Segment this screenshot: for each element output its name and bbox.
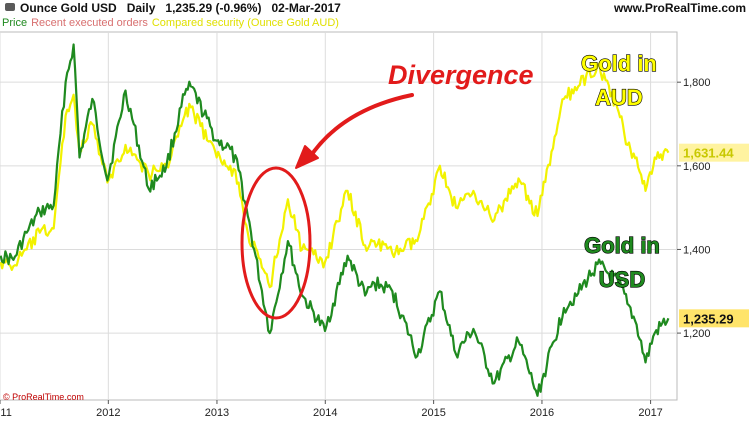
site-url[interactable]: www.ProRealTime.com	[613, 1, 746, 15]
last-value-usd-bg	[679, 309, 749, 328]
gold-aud-label-line2: AUD	[595, 85, 643, 110]
copyright: © ProRealTime.com	[3, 392, 84, 402]
x-tick-label: 2013	[205, 407, 229, 419]
divergence-arrow	[306, 93, 414, 162]
series-layer	[0, 43, 670, 397]
x-tick-label: 2015	[421, 407, 445, 419]
x-tick-label: 2016	[530, 407, 554, 419]
x-tick-label: 2014	[313, 407, 337, 419]
grid-layer	[0, 31, 678, 401]
instrument-name: Ounce Gold USD	[20, 1, 117, 15]
series-line-usd	[0, 43, 670, 397]
date-label: 02-Mar-2017	[271, 1, 341, 15]
legend-compared[interactable]: Compared security (Ounce Gold AUD)	[151, 17, 339, 29]
divergence-label: Divergence	[388, 60, 534, 90]
period-label: Daily	[126, 1, 156, 15]
chart-title: Ounce Gold USD Daily 1,235.29 (-0.96%) 0…	[20, 1, 341, 15]
chart-header: Ounce Gold USD Daily 1,235.29 (-0.96%) 0…	[0, 0, 750, 17]
y-tick-label: 1,200	[683, 328, 711, 340]
legend: Price Recent executed orders Compared secu…	[0, 17, 343, 31]
divergence-arrowhead	[295, 145, 319, 169]
annotation-layer: Divergence Gold in AUD Gold in USD	[240, 50, 660, 320]
last-value-aud-bg	[679, 143, 749, 162]
gold-usd-label-line2: USD	[599, 267, 645, 292]
legend-orders[interactable]: Recent executed orders	[31, 17, 148, 29]
series-line-aud	[0, 62, 670, 289]
y-tick-label: 1,400	[683, 244, 711, 256]
x-tick-label: 2017	[638, 407, 662, 419]
x-tick-label: 2011	[0, 407, 12, 419]
last-price: 1,235.29 (-0.96%)	[165, 1, 262, 15]
y-tick-label: 1,800	[683, 77, 711, 89]
last-value-usd: 1,235.29	[683, 311, 734, 326]
last-value-aud: 1,631.44	[683, 146, 734, 161]
legend-price[interactable]: Price	[2, 17, 28, 29]
y-tick-label: 1,600	[683, 161, 711, 173]
gold-usd-label-line1: Gold in	[584, 233, 660, 258]
gold-aud-label-line1: Gold in	[581, 51, 657, 76]
plot-frame	[0, 31, 678, 401]
axis-layer: 1,200 1,400 1,600 1,800 2011 2012 2013 2014 2015…	[0, 77, 749, 419]
x-tick-label: 2012	[96, 407, 120, 419]
divergence-circle	[240, 166, 312, 320]
camera-icon[interactable]	[5, 3, 15, 11]
